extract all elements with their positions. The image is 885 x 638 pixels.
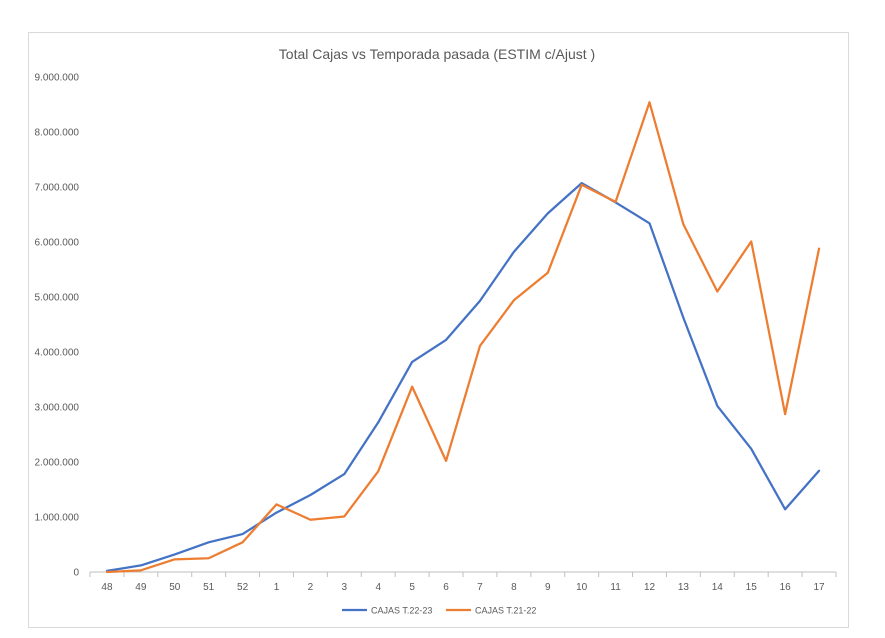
x-tick-label: 16 <box>780 582 792 593</box>
x-tick-label: 14 <box>712 582 724 593</box>
x-tick-label: 5 <box>409 582 415 593</box>
x-tick-label: 52 <box>237 582 249 593</box>
y-tick-label: 8.000.000 <box>35 128 80 139</box>
y-tick-label: 3.000.000 <box>35 403 80 414</box>
x-tick-label: 2 <box>308 582 314 593</box>
y-tick-label: 7.000.000 <box>35 183 80 194</box>
x-tick-label: 48 <box>101 582 113 593</box>
chart-border <box>28 32 849 628</box>
series-line-cajas-t22-23 <box>105 182 821 573</box>
y-tick-label: 9.000.000 <box>35 73 80 84</box>
x-tick-label: 3 <box>342 582 348 593</box>
x-tick-label: 9 <box>545 582 551 593</box>
y-tick-label: 2.000.000 <box>35 458 80 469</box>
legend-label: CAJAS T.22-23 <box>371 606 432 616</box>
series-line-cajas-t21-22 <box>105 101 821 574</box>
y-tick-label: 0 <box>73 568 79 579</box>
legend: CAJAS T.22-23 CAJAS T.21-22 <box>342 606 536 616</box>
y-tick-label: 6.000.000 <box>35 238 80 249</box>
x-tick-label: 13 <box>678 582 690 593</box>
y-tick-label: 1.000.000 <box>35 513 80 524</box>
y-axis-labels: 0 1.000.000 2.000.000 3.000.000 4.000.000 5.0… <box>35 73 80 579</box>
x-tick-label: 49 <box>135 582 147 593</box>
x-tick-label: 1 <box>274 582 280 593</box>
chart-title: Total Cajas vs Temporada pasada (ESTIM c… <box>279 46 595 62</box>
x-tick-label: 7 <box>477 582 483 593</box>
series-layer <box>105 101 821 574</box>
y-tick-label: 5.000.000 <box>35 293 80 304</box>
x-tick-label: 4 <box>375 582 381 593</box>
x-axis-ticks <box>89 572 837 577</box>
x-tick-label: 50 <box>169 582 181 593</box>
x-tick-label: 11 <box>610 582 621 593</box>
legend-label: CAJAS T.21-22 <box>475 606 536 616</box>
x-tick-label: 17 <box>813 582 825 593</box>
x-tick-label: 8 <box>511 582 517 593</box>
x-tick-label: 10 <box>576 582 588 593</box>
y-tick-label: 4.000.000 <box>35 348 80 359</box>
x-tick-label: 12 <box>644 582 656 593</box>
x-tick-label: 51 <box>203 582 215 593</box>
x-axis-labels: 48 49 50 51 52 1 2 3 4 5 6 7 8 9 10 11 12 13 14 15 16 17 <box>101 582 825 593</box>
x-tick-label: 6 <box>443 582 449 593</box>
x-tick-label: 15 <box>746 582 758 593</box>
